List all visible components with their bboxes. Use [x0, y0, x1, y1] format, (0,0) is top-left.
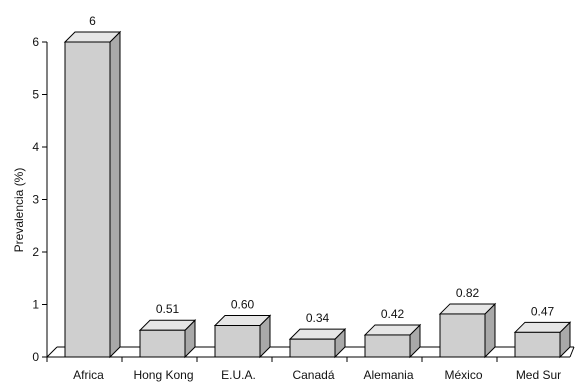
chart-labels: 6 Africa 0.51 Hong Kong 0.60 E.U.A. 0.34 Canadá… [73, 14, 561, 382]
x-category-label: Hong Kong [133, 368, 193, 382]
bar-e-u-a- [213, 314, 272, 359]
x-category-label: E.U.A. [221, 368, 256, 382]
bar-top [363, 324, 422, 336]
bar-alemania [363, 323, 422, 359]
bar-front [139, 329, 186, 358]
y-tick-label: 3 [32, 193, 39, 207]
bar-canad- [288, 327, 347, 359]
y-tick-label: 4 [32, 140, 39, 154]
y-tick-label: 1 [32, 298, 39, 312]
floor-edge-left [46, 346, 58, 358]
floor-edge-right [569, 346, 575, 358]
bar-front [64, 41, 111, 358]
bar-value-label: 0.60 [231, 298, 255, 312]
x-category-label: Alemania [363, 368, 413, 382]
bar-front [214, 325, 261, 358]
bar-africa [63, 30, 122, 359]
bar-hong-kong [138, 319, 197, 359]
x-category-label: México [444, 368, 482, 382]
bar-value-label: 0.47 [531, 304, 555, 318]
x-category-label: Med Sur [516, 368, 561, 382]
bar-value-label: 0.51 [156, 302, 180, 316]
bar-top [213, 315, 272, 326]
y-tick-label: 5 [32, 88, 39, 102]
bar-top [438, 303, 497, 315]
bar-value-label: 0.82 [456, 286, 480, 300]
x-category-label: Canadá [292, 368, 334, 382]
y-tick-label: 0 [32, 350, 39, 364]
bar-front [364, 334, 411, 358]
y-tick-label: 2 [32, 245, 39, 259]
bar-value-label: 6 [89, 14, 96, 28]
bar-m-xico [438, 302, 497, 359]
y-axis-label: Prevalencia (%) [12, 168, 26, 253]
x-category-label: Africa [73, 368, 104, 382]
bar-front [289, 338, 336, 358]
bar-side [109, 30, 121, 359]
bar-top [138, 319, 197, 331]
chart-bars [63, 30, 572, 359]
bar-value-label: 0.42 [381, 307, 405, 321]
y-tick-label: 6 [32, 35, 39, 49]
bar-front [439, 313, 486, 358]
bar-value-label: 0.34 [306, 311, 330, 325]
y-axis-ticks: 0 1 2 3 4 5 6 [32, 35, 47, 364]
bar-top [63, 31, 122, 43]
bar-front [514, 331, 561, 358]
bar-med-sur [513, 321, 572, 359]
bar-top [288, 328, 347, 340]
bar-top [513, 321, 572, 333]
